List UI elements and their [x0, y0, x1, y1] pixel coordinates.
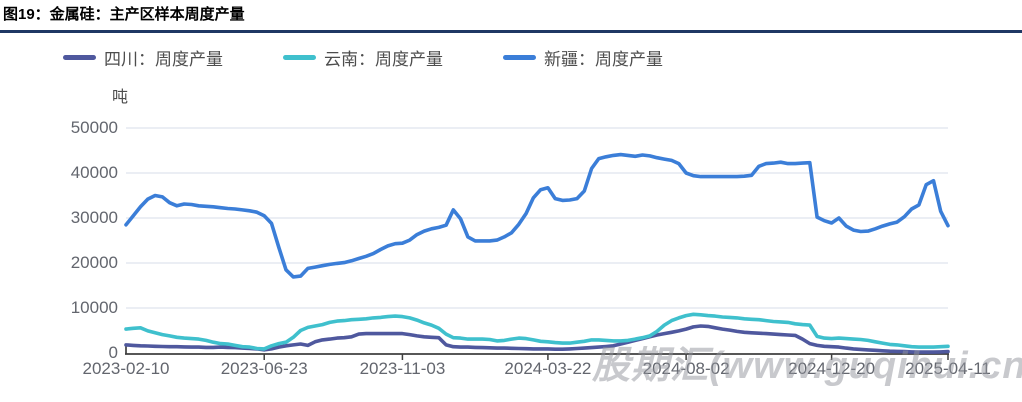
x-tick-label: 2023-06-23 — [220, 359, 308, 378]
legend-swatch-xinjiang-icon — [503, 55, 536, 60]
x-tick-label: 2024-08-02 — [642, 359, 730, 378]
chart-legend: 四川：周度产量 云南：周度产量 新疆：周度产量 — [63, 45, 663, 70]
x-tick-label: 2024-03-22 — [504, 359, 592, 378]
yunnan-series-line — [124, 312, 950, 351]
legend-item-xinjiang: 新疆：周度产量 — [503, 45, 663, 70]
figure-title: 图19：金属硅：主产区样本周度产量 — [3, 6, 245, 23]
y-tick-label: 50000 — [70, 118, 118, 137]
legend-swatch-sichuan-icon — [63, 55, 96, 60]
y-axis-unit-label: 吨 — [112, 89, 129, 106]
legend-label-sichuan: 四川：周度产量 — [104, 50, 223, 69]
y-tick-label: 0 — [108, 343, 118, 362]
legend-label-yunnan: 云南：周度产量 — [324, 50, 443, 69]
x-tick-label: 2023-02-10 — [82, 359, 170, 378]
figure-header: 图19：金属硅：主产区样本周度产量 — [0, 0, 1022, 33]
x-tick-label: 2023-11-03 — [359, 359, 446, 378]
x-tick-label: 2025-04-11 — [905, 359, 991, 378]
y-tick-label: 40000 — [70, 163, 118, 182]
legend-label-xinjiang: 新疆：周度产量 — [544, 50, 663, 69]
xinjiang-series-line — [124, 152, 950, 279]
legend-item-yunnan: 云南：周度产量 — [283, 45, 443, 70]
y-tick-label: 30000 — [70, 208, 118, 227]
x-tick-label: 2024-12-20 — [788, 359, 876, 378]
y-tick-label: 20000 — [70, 253, 118, 272]
legend-item-sichuan: 四川：周度产量 — [63, 45, 223, 70]
y-tick-label: 10000 — [70, 298, 118, 317]
legend-swatch-yunnan-icon — [283, 55, 316, 60]
